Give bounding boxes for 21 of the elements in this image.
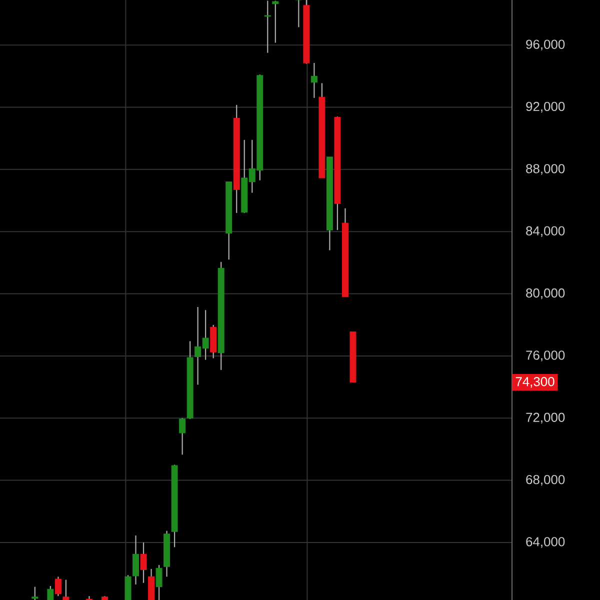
y-tick-label: 88,000	[526, 164, 565, 175]
y-tick-label: 96,000	[526, 40, 565, 50]
y-tick-label: 64,000	[526, 537, 565, 548]
text: 74,300	[516, 377, 554, 388]
candlestick	[156, 564, 162, 600]
candlestick	[272, 0, 279, 44]
candlestick	[54, 576, 62, 597]
y-tick-label: 80,000	[526, 288, 565, 300]
candlestick	[179, 418, 186, 456]
y-tick-label: 92,000	[526, 102, 565, 113]
candlestick	[310, 62, 318, 98]
candlestick	[148, 568, 155, 600]
candlestick	[295, 0, 302, 28]
candlestick	[140, 542, 147, 584]
candlestick	[32, 586, 38, 600]
y-tick-label: 84,000	[526, 226, 565, 237]
y-tick-label: 76,000	[526, 350, 565, 362]
y-tick-label: 68,000	[526, 474, 565, 486]
y-tick-label: 72,000	[526, 412, 565, 424]
candlestick	[264, 0, 271, 54]
candlestick	[132, 534, 140, 586]
